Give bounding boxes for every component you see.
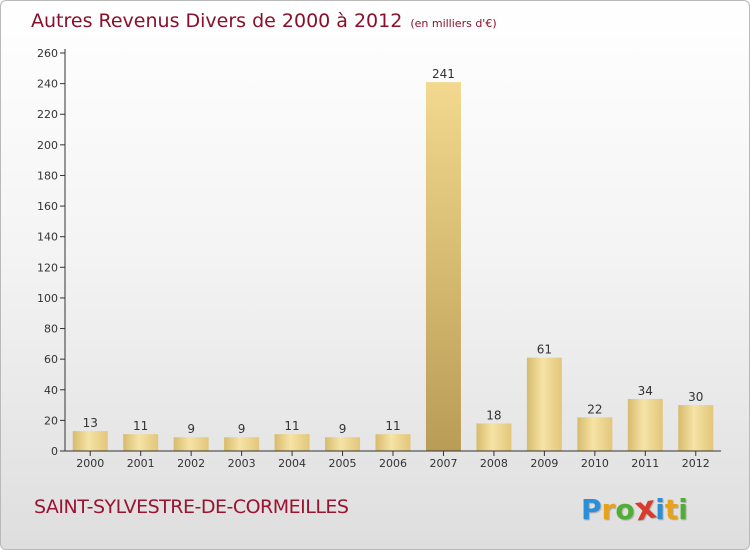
y-tick-label: 120: [37, 261, 58, 274]
bar-value-label: 30: [688, 390, 703, 404]
bar: [577, 417, 613, 451]
bar: [224, 437, 260, 451]
bar-value-label: 18: [486, 408, 501, 422]
bar-value-label: 11: [133, 419, 148, 433]
bar: [375, 434, 411, 451]
x-axis: 2000 2001 2002 2003 2004 2005 2006 2007 2008 2009…: [65, 450, 721, 470]
logo-letter: i: [678, 493, 688, 526]
x-tick-label: 2005: [329, 457, 357, 470]
y-tick-label: 20: [44, 414, 58, 427]
logo-letter: i: [655, 493, 665, 526]
y-tick-label: 240: [37, 78, 58, 91]
x-tick-label: 2003: [228, 457, 256, 470]
bar: [274, 434, 310, 451]
x-tick-label: 2007: [429, 457, 457, 470]
bar-value-label: 22: [587, 402, 602, 416]
y-tick-label: 100: [37, 292, 58, 305]
y-tick-label: 140: [37, 231, 58, 244]
y-tick-label: 0: [51, 445, 58, 458]
x-tick-label: 2012: [682, 457, 710, 470]
y-axis: 0 20 40 60 80 100 120 140 160 180 200 220 240 260: [37, 47, 66, 458]
bar: [425, 82, 461, 451]
bars: [72, 82, 714, 451]
bar: [325, 437, 361, 451]
y-tick-label: 60: [44, 353, 58, 366]
y-tick-label: 200: [37, 139, 58, 152]
logo-letter: o: [615, 493, 635, 526]
bar: [72, 431, 108, 451]
bar-value-label: 13: [83, 416, 98, 430]
y-tick-label: 80: [44, 323, 58, 336]
logo-letter: P: [581, 493, 602, 526]
x-tick-label: 2004: [278, 457, 306, 470]
bar: [173, 437, 209, 451]
y-tick-label: 220: [37, 108, 58, 121]
bar-value-label: 34: [638, 384, 653, 398]
x-tick-label: 2006: [379, 457, 407, 470]
y-tick-label: 160: [37, 200, 58, 213]
bar-value-label: 61: [537, 343, 552, 357]
chart-title-unit: (en milliers d'€): [410, 17, 497, 30]
bar-value-label: 11: [385, 419, 400, 433]
x-tick-label: 2002: [177, 457, 205, 470]
proxiti-logo: Proxiti: [581, 487, 688, 528]
bar: [627, 398, 663, 451]
y-tick-label: 180: [37, 169, 58, 182]
x-tick-label: 2010: [581, 457, 609, 470]
x-tick-label: 2008: [480, 457, 508, 470]
bar-value-label: 9: [339, 422, 347, 436]
bar-value-label: 9: [238, 422, 246, 436]
bar-value-label: 9: [187, 422, 195, 436]
bar: [476, 423, 512, 451]
x-tick-label: 2011: [631, 457, 659, 470]
logo-letter: t: [664, 493, 679, 526]
commune-name: SAINT-SYLVESTRE-DE-CORMEILLES: [34, 496, 349, 518]
x-tick-label: 2009: [530, 457, 558, 470]
bar-value-label: 241: [432, 67, 455, 81]
bar: [526, 357, 562, 451]
y-tick-label: 260: [37, 47, 58, 60]
chart-title-text: Autres Revenus Divers de 2000 à 2012: [31, 10, 403, 32]
data-labels: 13 11 9 9 11 9 11 241 18 61 22 34 30: [83, 67, 704, 436]
x-tick-label: 2001: [127, 457, 155, 470]
y-tick-label: 40: [44, 384, 58, 397]
x-tick-label: 2000: [76, 457, 104, 470]
bar-value-label: 11: [284, 419, 299, 433]
bar: [678, 405, 714, 451]
logo-letter: r: [601, 493, 616, 526]
bar: [123, 434, 159, 451]
chart-title: Autres Revenus Divers de 2000 à 2012 (en …: [31, 10, 497, 32]
